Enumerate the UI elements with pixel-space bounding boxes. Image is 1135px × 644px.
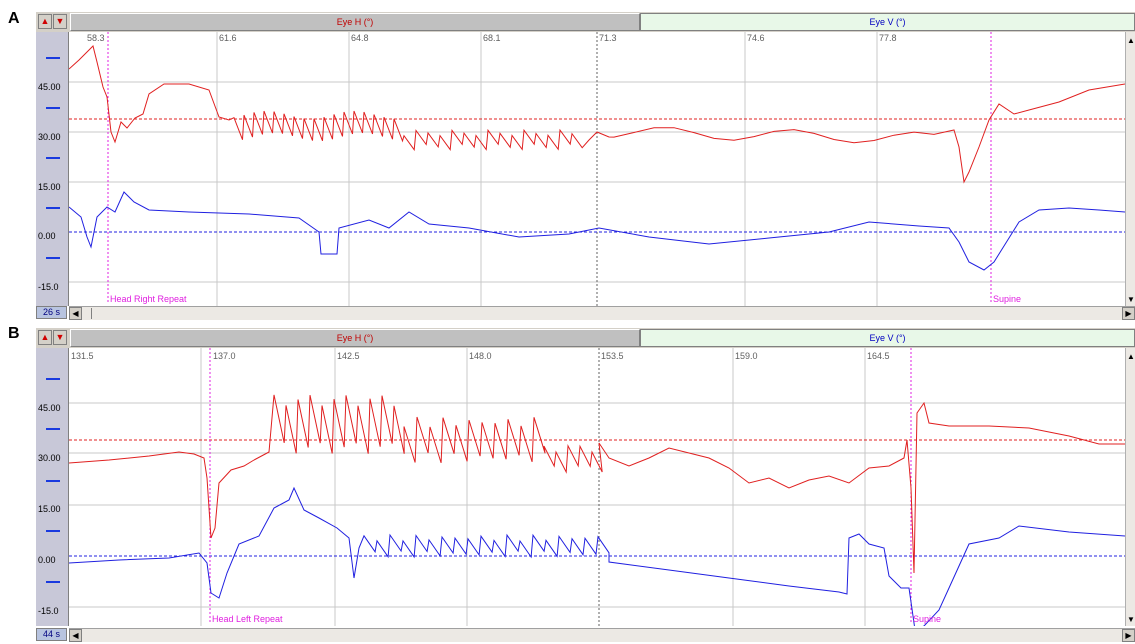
event-label-head-left: Head Left Repeat: [212, 614, 283, 624]
horizontal-scrollbar[interactable]: ◀ ▶: [69, 306, 1135, 320]
y-minor-tick: [46, 378, 60, 380]
time-label: 148.0: [469, 351, 492, 361]
y-minor-tick: [46, 581, 60, 583]
time-label: 159.0: [735, 351, 758, 361]
y-minor-tick: [46, 107, 60, 109]
scroll-thumb[interactable]: [83, 308, 92, 319]
time-label: 164.5: [867, 351, 890, 361]
tab-eye-v[interactable]: Eye V (°): [640, 13, 1135, 31]
horizontal-scrollbar[interactable]: ◀ ▶: [69, 628, 1135, 642]
time-label: 61.6: [219, 33, 237, 43]
panel-b-header: ▲ ▼ Eye H (°) Eye V (°): [36, 328, 1135, 348]
time-label: 74.6: [747, 33, 765, 43]
y-minor-tick: [46, 57, 60, 59]
eye-v-trace: [69, 191, 1125, 271]
y-label-30: 30.00: [38, 453, 61, 463]
y-minor-tick: [46, 207, 60, 209]
time-label: 142.5: [337, 351, 360, 361]
channel-down-button[interactable]: ▼: [53, 330, 67, 345]
time-label: 153.5: [601, 351, 624, 361]
time-label: 71.3: [599, 33, 617, 43]
time-label: 68.1: [483, 33, 501, 43]
scroll-up-icon[interactable]: ▲: [1127, 36, 1135, 45]
y-axis-panel: 45.00 30.00 15.00 0.00 -15.0: [36, 348, 69, 626]
y-label-neg15: -15.0: [38, 606, 59, 616]
scroll-down-icon[interactable]: ▼: [1127, 615, 1135, 624]
timebase-badge[interactable]: 44 s: [36, 628, 67, 641]
y-minor-tick: [46, 428, 60, 430]
trace-svg-a: [69, 32, 1125, 306]
y-label-neg15: -15.0: [38, 282, 59, 292]
scroll-left-icon[interactable]: ◀: [69, 307, 82, 320]
panel-a-letter: A: [8, 10, 20, 27]
time-label: 58.3: [87, 33, 105, 43]
y-label-30: 30.00: [38, 132, 61, 142]
trace-svg-b: [69, 348, 1125, 626]
y-label-0: 0.00: [38, 555, 56, 565]
y-label-0: 0.00: [38, 231, 56, 241]
vertical-scrollbar[interactable]: ▲ ▼: [1125, 348, 1135, 626]
y-label-45: 45.00: [38, 403, 61, 413]
timebase-badge[interactable]: 26 s: [36, 306, 67, 319]
tab-eye-h[interactable]: Eye H (°): [70, 329, 640, 347]
vertical-scrollbar[interactable]: ▲ ▼: [1125, 32, 1135, 306]
time-label: 137.0: [213, 351, 236, 361]
panel-b: ▲ ▼ Eye H (°) Eye V (°) 45.00 30.00 15.0…: [36, 328, 1135, 644]
eye-h-trace: [69, 45, 1125, 184]
event-label-supine: Supine: [913, 614, 942, 624]
y-axis-panel: 45.00 30.00 15.00 0.00 -15.0: [36, 32, 69, 306]
channel-down-button[interactable]: ▼: [53, 14, 67, 29]
tab-eye-v[interactable]: Eye V (°): [640, 329, 1135, 347]
y-label-15: 15.00: [38, 182, 61, 192]
panel-a: ▲ ▼ Eye H (°) Eye V (°) 45.00 30.00 15.0…: [36, 12, 1135, 320]
scroll-left-icon[interactable]: ◀: [69, 629, 82, 642]
eye-h-trace: [69, 394, 1125, 574]
scroll-right-icon[interactable]: ▶: [1122, 629, 1135, 642]
time-label: 77.8: [879, 33, 897, 43]
eye-v-trace: [69, 486, 1125, 626]
y-minor-tick: [46, 480, 60, 482]
scroll-down-icon[interactable]: ▼: [1127, 295, 1135, 304]
y-label-15: 15.00: [38, 504, 61, 514]
channel-up-button[interactable]: ▲: [38, 330, 52, 345]
channel-up-button[interactable]: ▲: [38, 14, 52, 29]
time-label: 131.5: [71, 351, 94, 361]
y-minor-tick: [46, 530, 60, 532]
scroll-right-icon[interactable]: ▶: [1122, 307, 1135, 320]
panel-a-header: ▲ ▼ Eye H (°) Eye V (°): [36, 12, 1135, 32]
event-label-supine: Supine: [993, 294, 1022, 304]
time-label: 64.8: [351, 33, 369, 43]
scroll-up-icon[interactable]: ▲: [1127, 352, 1135, 361]
trace-plot-a[interactable]: 58.3 61.6 64.8 68.1 71.3 74.6 77.8 Head …: [69, 32, 1125, 306]
event-label-head-right: Head Right Repeat: [110, 294, 187, 304]
panel-b-letter: B: [8, 325, 20, 342]
y-minor-tick: [46, 157, 60, 159]
tab-eye-h[interactable]: Eye H (°): [70, 13, 640, 31]
trace-plot-b[interactable]: 131.5 137.0 142.5 148.0 153.5 159.0 164.…: [69, 348, 1125, 626]
y-minor-tick: [46, 257, 60, 259]
y-label-45: 45.00: [38, 82, 61, 92]
